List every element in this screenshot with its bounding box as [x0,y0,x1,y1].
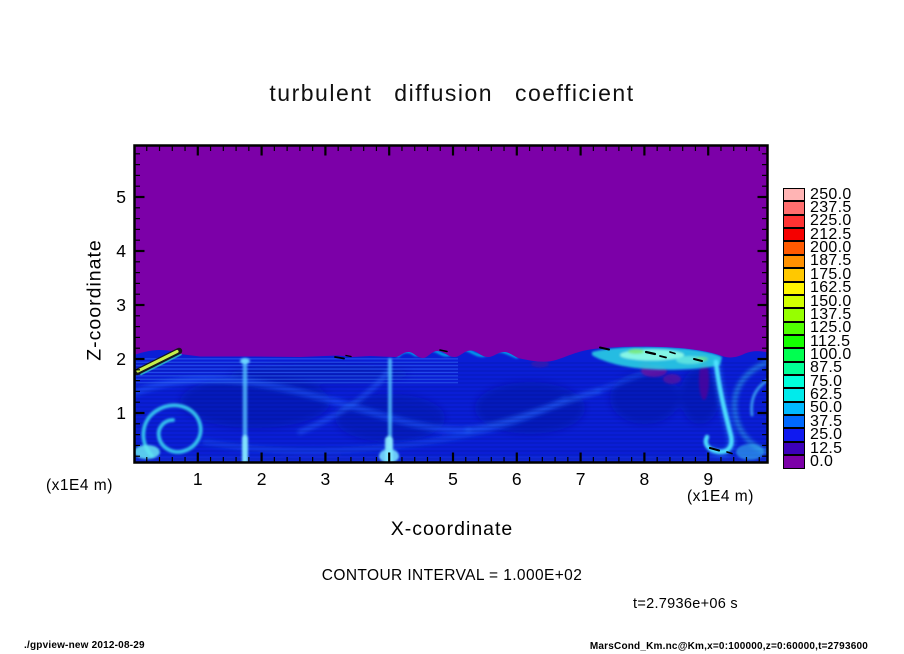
colorbar-swatch [783,401,805,416]
field-boundary-layer [134,346,768,463]
x-tick-label: 1 [192,469,203,489]
colorbar-tick-label: 175.0 [810,265,852,283]
colorbar-tick-label: 250.0 [810,185,852,203]
colorbar-tick-label: 162.5 [810,279,852,297]
colorbar-entry: 0.0 [783,452,903,470]
colorbar-entry: 100.0 [783,345,903,363]
colorbar-entry: 150.0 [783,292,903,310]
colorbar-tick-label: 150.0 [810,292,852,310]
colorbar-swatch [783,294,805,309]
colorbar-tick-label: 112.5 [810,332,851,350]
colorbar-tick-label: 125.0 [810,319,852,337]
x-axis-unit: (x1E4 m) [687,488,754,505]
colorbar-entry: 175.0 [783,265,903,283]
colorbar-tick-label: 212.5 [810,225,852,243]
y-tick-label: 3 [116,295,126,315]
colorbar-swatch [783,281,805,295]
x-tick-label: 8 [639,469,650,489]
colorbar-swatch [783,241,805,255]
colorbar-entry: 187.5 [783,252,903,270]
field-contour-specks [334,346,733,455]
y-tick-label: 2 [116,349,126,369]
colorbar-entry: 25.0 [783,426,903,444]
colorbar-tick-label: 100.0 [810,345,852,363]
y-tick-label: 5 [116,187,126,207]
colorbar-swatch [783,361,805,376]
x-axis-label: X-coordinate [390,518,514,540]
colorbar-entry: 112.5 [783,332,903,350]
x-tick-label: 2 [256,469,267,489]
plot-title: turbulent diffusion coefficient [269,80,635,106]
colorbar-swatch [783,348,805,362]
x-tick-label: 9 [703,469,714,489]
field-shear-streak [133,347,183,376]
colorbar-entry: 137.5 [783,305,903,323]
y-tick-label: 4 [116,241,126,261]
colorbar-tick-label: 87.5 [810,359,843,377]
plot-field [133,144,769,464]
colorbar-entry: 12.5 [783,439,903,457]
colorbar-tick-label: 0.0 [810,452,834,470]
axis-ticks [135,146,767,462]
colorbar-swatch [783,375,805,389]
colorbar-swatch [783,214,805,229]
colorbar-tick-label: 62.5 [810,386,843,404]
colorbar-swatch [783,254,805,269]
y-tick-label: 1 [116,403,126,423]
colorbar-swatch [783,321,805,335]
colorbar-tick-label: 12.5 [810,439,843,457]
colorbar-entry: 200.0 [783,239,903,257]
colorbar-entry: 225.0 [783,212,903,230]
colorbar-entry: 37.5 [783,412,903,430]
footer-command: ./gpview-new 2012-08-29 [24,640,145,651]
colorbar-entry: 125.0 [783,319,903,337]
colorbar-entry: 87.5 [783,359,903,377]
time-annotation: t=2.7936e+06 s [633,596,738,612]
x-tick-label: 3 [320,469,331,489]
colorbar-swatch [783,388,805,402]
footer-datainfo: MarsCond_Km.nc@Km,x=0:100000,z=0:60000,t… [589,641,868,652]
colorbar-swatch [783,334,805,349]
colorbar-swatch [783,188,805,202]
x-tick-label: 4 [384,469,395,489]
colorbar-entry: 50.0 [783,399,903,417]
colorbar-tick-label: 200.0 [810,239,852,257]
colorbar: 250.0 237.5 225.0 212.5 200.0 187.5 175.0 162.5… [783,185,903,470]
colorbar-tick-label: 75.0 [810,372,843,390]
colorbar-entry: 212.5 [783,225,903,243]
colorbar-entry: 162.5 [783,279,903,297]
colorbar-swatch [783,201,805,215]
colorbar-entry: 237.5 [783,199,903,217]
colorbar-tick-label: 225.0 [810,212,852,230]
colorbar-swatch [783,428,805,442]
colorbar-swatch [783,268,805,282]
colorbar-swatch [783,441,805,456]
colorbar-swatch [783,228,805,242]
x-tick-label: 7 [575,469,586,489]
colorbar-entry: 62.5 [783,386,903,404]
contour-interval-note: CONTOUR INTERVAL = 1.000E+02 [321,567,583,584]
colorbar-tick-label: 237.5 [810,199,852,217]
colorbar-entry: 250.0 [783,185,903,203]
x-tick-label: 5 [448,469,458,489]
colorbar-tick-label: 137.5 [810,305,852,323]
colorbar-swatch [783,415,805,429]
x-tick-label: 6 [511,469,522,489]
colorbar-swatch [783,455,805,469]
colorbar-entry: 75.0 [783,372,903,390]
colorbar-swatch [783,308,805,322]
colorbar-tick-label: 37.5 [810,412,843,430]
plot-frame [133,144,769,464]
colorbar-tick-label: 25.0 [810,426,843,444]
y-axis-unit: (x1E4 m) [46,477,113,494]
colorbar-tick-label: 187.5 [810,252,852,270]
colorbar-tick-label: 50.0 [810,399,843,417]
